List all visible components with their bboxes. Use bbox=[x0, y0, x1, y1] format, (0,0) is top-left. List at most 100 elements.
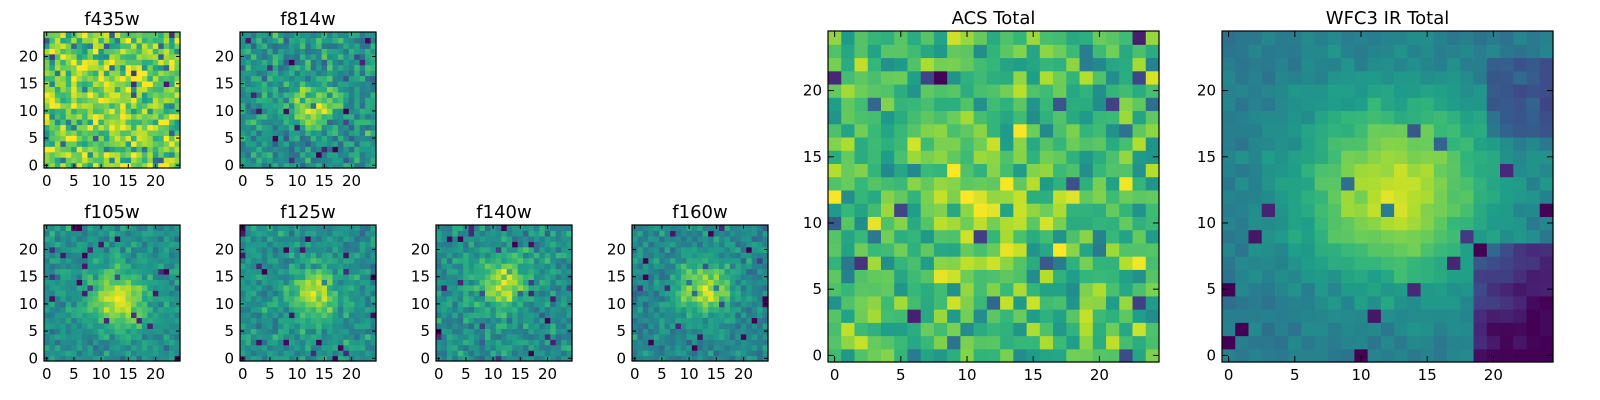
pixel-cell bbox=[867, 136, 882, 151]
pixel-cell bbox=[1327, 150, 1342, 164]
pixel-cell bbox=[664, 257, 671, 264]
pixel-cell bbox=[343, 108, 350, 115]
pixel-cell bbox=[152, 339, 159, 346]
pixel-cell bbox=[920, 44, 935, 59]
pixel-cell bbox=[1013, 269, 1028, 284]
pixel-cell bbox=[141, 151, 148, 158]
pixel-cell bbox=[457, 350, 464, 357]
pixel-cell bbox=[517, 235, 524, 242]
pixel-cell bbox=[686, 279, 693, 286]
pixel-cell bbox=[675, 301, 682, 308]
pixel-cell bbox=[120, 140, 127, 147]
pixel-cell bbox=[321, 124, 328, 131]
pixel-cell bbox=[1420, 269, 1435, 284]
pixel-cell bbox=[463, 339, 470, 346]
pixel-cell bbox=[1119, 97, 1134, 112]
pixel-cell bbox=[680, 279, 687, 286]
pixel-cell bbox=[495, 339, 502, 346]
pixel-cell bbox=[457, 225, 464, 232]
pixel-cell bbox=[751, 317, 758, 324]
pixel-cell bbox=[637, 322, 644, 329]
pixel-cell bbox=[261, 135, 268, 142]
pixel-cell bbox=[71, 53, 78, 60]
pixel-cell bbox=[653, 339, 660, 346]
pixel-cell bbox=[523, 333, 530, 340]
pixel-cell bbox=[136, 339, 143, 346]
pixel-cell bbox=[828, 123, 842, 138]
pixel-cell bbox=[98, 113, 105, 120]
pixel-cell bbox=[1039, 44, 1054, 59]
pixel-cell bbox=[691, 350, 698, 357]
pixel-cell bbox=[894, 44, 909, 59]
pixel-cell bbox=[316, 268, 323, 275]
pixel-cell bbox=[702, 279, 709, 286]
pixel-cell bbox=[907, 83, 922, 98]
pixel-cell bbox=[337, 273, 344, 280]
pixel-cell bbox=[659, 328, 666, 335]
pixel-cell bbox=[517, 263, 524, 270]
y-tick-label: 10 bbox=[607, 295, 626, 313]
pixel-cell bbox=[109, 350, 116, 357]
pixel-cell bbox=[867, 163, 882, 178]
pixel-cell bbox=[702, 295, 709, 302]
pixel-cell bbox=[114, 70, 121, 77]
pixel-cell bbox=[250, 279, 257, 286]
pixel-cell bbox=[441, 290, 448, 297]
pixel-cell bbox=[163, 339, 170, 346]
pixel-cell bbox=[1145, 216, 1160, 231]
pixel-cell bbox=[87, 328, 94, 335]
pixel-cell bbox=[310, 42, 317, 49]
pixel-cell bbox=[60, 290, 67, 297]
pixel-cell bbox=[468, 257, 475, 264]
pixel-cell bbox=[82, 230, 89, 237]
pixel-cell bbox=[907, 97, 922, 112]
pixel-cell bbox=[436, 235, 443, 242]
pixel-cell bbox=[114, 146, 121, 153]
pixel-cell bbox=[762, 225, 769, 232]
pixel-cell bbox=[348, 268, 355, 275]
pixel-cell bbox=[757, 284, 764, 291]
pixel-cell bbox=[65, 70, 72, 77]
pixel-cell bbox=[125, 350, 132, 357]
pixel-cell bbox=[637, 268, 644, 275]
pixel-cell bbox=[44, 284, 51, 291]
pixel-cell bbox=[278, 344, 285, 351]
pixel-cell bbox=[261, 162, 268, 169]
pixel-cell bbox=[1053, 123, 1067, 138]
pixel-cell bbox=[288, 119, 295, 126]
pixel-cell bbox=[44, 252, 51, 259]
pixel-cell bbox=[98, 48, 105, 55]
pixel-cell bbox=[321, 151, 328, 158]
pixel-cell bbox=[555, 312, 562, 319]
pixel-cell bbox=[49, 241, 56, 248]
pixel-cell bbox=[261, 75, 268, 82]
pixel-cell bbox=[354, 151, 361, 158]
pixel-cell bbox=[114, 64, 121, 71]
pixel-cell bbox=[114, 102, 121, 109]
pixel-cell bbox=[539, 339, 546, 346]
pixel-cell bbox=[867, 242, 882, 257]
pixel-cell bbox=[103, 113, 110, 120]
pixel-cell bbox=[659, 333, 666, 340]
pixel-cell bbox=[174, 279, 181, 286]
pixel-cell bbox=[114, 97, 121, 104]
pixel-cell bbox=[354, 64, 361, 71]
pixel-cell bbox=[261, 328, 268, 335]
pixel-cell bbox=[310, 146, 317, 153]
pixel-cell bbox=[680, 241, 687, 248]
pixel-cell bbox=[283, 80, 290, 87]
pixel-cell bbox=[1274, 348, 1289, 363]
pixel-cell bbox=[762, 333, 769, 340]
pixel-cell bbox=[680, 263, 687, 270]
pixel-cell bbox=[103, 306, 110, 313]
pixel-cell bbox=[1106, 97, 1120, 112]
pixel-cell bbox=[637, 317, 644, 324]
pixel-cell bbox=[87, 59, 94, 66]
pixel-cell bbox=[359, 241, 366, 248]
pixel-cell bbox=[1026, 123, 1041, 138]
pixel-cell bbox=[370, 339, 377, 346]
pixel-cell bbox=[642, 301, 649, 308]
pixel-cell bbox=[87, 119, 94, 126]
pixel-cell bbox=[60, 80, 67, 87]
pixel-cell bbox=[103, 295, 110, 302]
